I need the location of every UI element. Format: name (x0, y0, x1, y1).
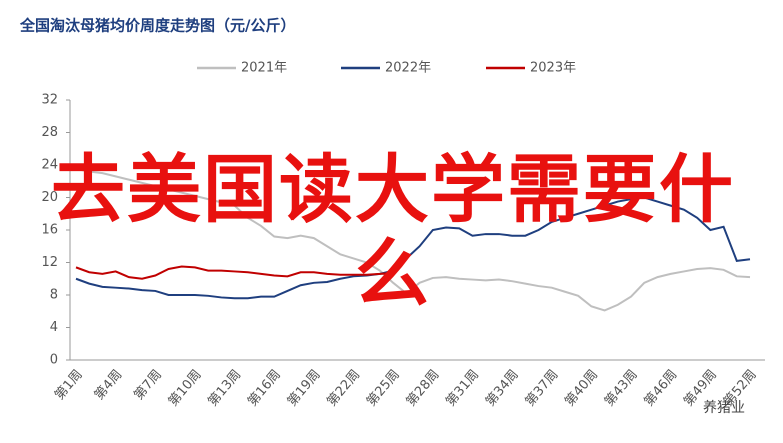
x-tick-label: 第43周 (602, 367, 641, 409)
watermark: 养猪业 (703, 400, 745, 416)
x-tick-label: 第13周 (205, 367, 244, 409)
series-line (75, 168, 751, 312)
y-tick-label: 4 (50, 320, 58, 335)
x-tick-label: 第34周 (483, 367, 522, 409)
x-tick-label: 第4周 (92, 367, 126, 403)
y-tick-label: 24 (41, 158, 58, 173)
x-tick-label: 第37周 (523, 367, 562, 409)
x-tick-label: 第46周 (642, 367, 681, 409)
x-tick-label: 第1周 (52, 367, 86, 403)
x-tick-label: 第31周 (443, 367, 482, 409)
legend-label: 2022年 (385, 61, 431, 76)
x-tick-label: 第25周 (364, 367, 403, 409)
y-tick-label: 16 (41, 223, 58, 238)
x-tick-label: 第28周 (404, 367, 443, 409)
y-tick-label: 12 (41, 255, 58, 270)
x-tick-label: 第7周 (132, 367, 166, 403)
x-tick-label: 第22周 (324, 367, 363, 409)
x-tick-label: 第10周 (166, 367, 205, 409)
x-tick-label: 第19周 (285, 367, 324, 409)
x-tick-label: 第40周 (562, 367, 601, 409)
series-line (75, 196, 751, 300)
legend-label: 2023年 (530, 61, 576, 76)
x-tick-label: 第16周 (245, 367, 284, 409)
overlay-text: 去美国读大学需要什么 (51, 147, 735, 317)
y-tick-label: 20 (41, 190, 58, 205)
y-tick-label: 8 (50, 288, 58, 303)
y-tick-label: 28 (41, 125, 58, 140)
legend-label: 2021年 (241, 61, 287, 76)
y-tick-label: 0 (50, 353, 58, 368)
series-line (75, 265, 394, 280)
y-tick-label: 32 (41, 93, 58, 108)
chart-title: 全国淘汰母猪均价周度走势图（元/公斤） (19, 17, 295, 35)
